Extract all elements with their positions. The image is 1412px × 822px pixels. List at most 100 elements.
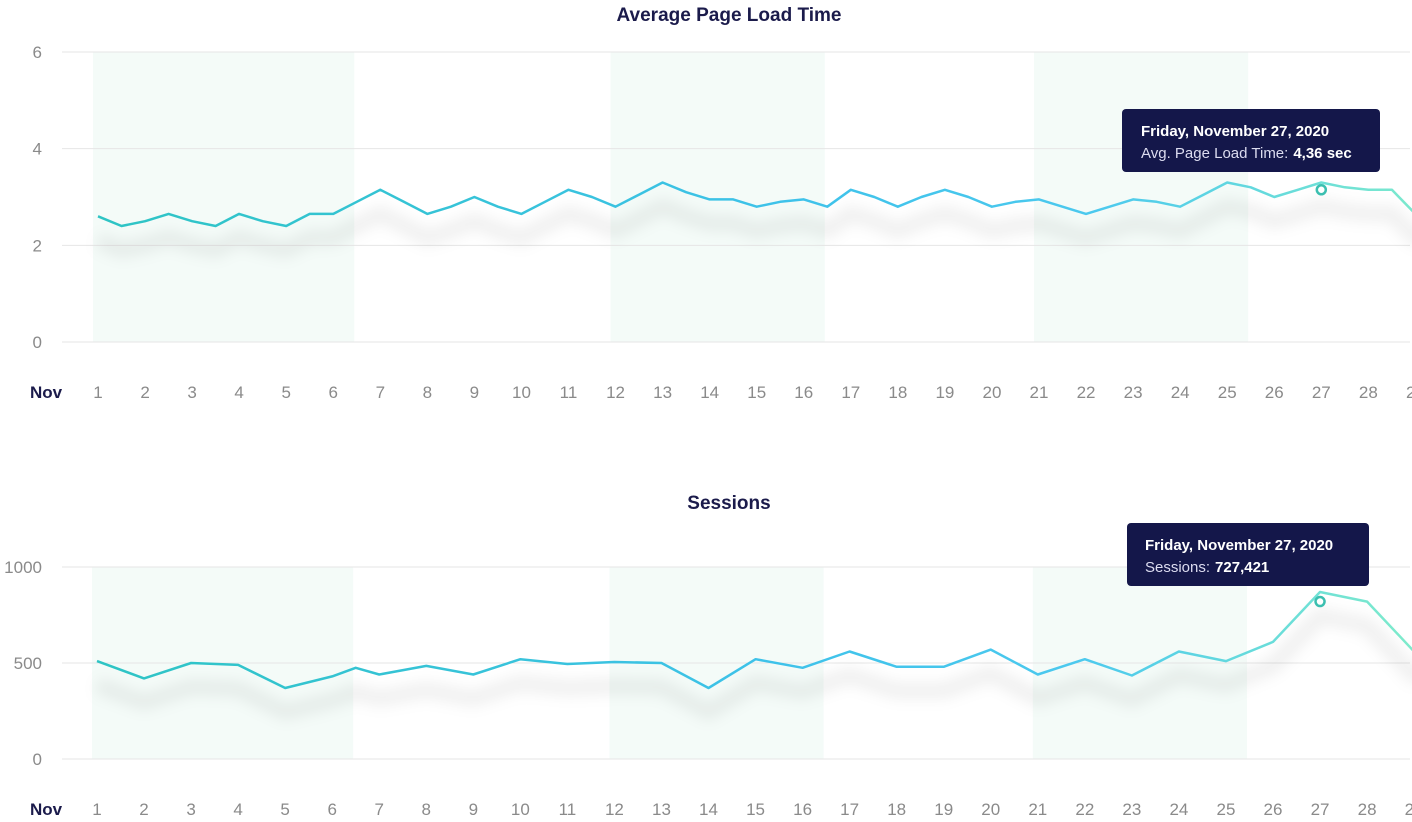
x-tick-label: 25 <box>1216 800 1235 819</box>
x-tick-label: 22 <box>1075 800 1094 819</box>
x-tick-label: 10 <box>512 383 531 402</box>
y-tick-label: 0 <box>33 333 42 352</box>
x-tick-label: 12 <box>605 800 624 819</box>
week-bands <box>93 52 1249 342</box>
x-tick-label: 14 <box>700 383 719 402</box>
x-tick-label: 23 <box>1124 383 1143 402</box>
series-path[interactable] <box>97 181 1412 228</box>
tooltip-box <box>1122 109 1380 172</box>
week-band <box>93 52 355 342</box>
series-shadow <box>94 197 1412 259</box>
y-tick-label: 500 <box>14 654 42 673</box>
week-band <box>1034 52 1249 342</box>
x-tick-label: 1 <box>92 800 101 819</box>
x-tick-label: 27 <box>1311 800 1330 819</box>
x-tick-label: 14 <box>699 800 718 819</box>
x-tick-label: 19 <box>934 800 953 819</box>
x-tick-label: 13 <box>653 383 672 402</box>
x-tick-label: 8 <box>423 383 432 402</box>
x-tick-label: 28 <box>1359 383 1378 402</box>
tooltip-value: 4,36 sec <box>1293 145 1351 162</box>
series-line[interactable] <box>94 590 1412 722</box>
x-tick-label: 2 <box>140 383 149 402</box>
x-tick-label: 17 <box>841 383 860 402</box>
tooltip-date: Friday, November 27, 2020 <box>1145 537 1333 554</box>
series-path[interactable] <box>96 590 1412 690</box>
series-shadow <box>94 607 1412 722</box>
x-tick-label: 18 <box>888 383 907 402</box>
x-tick-label: 11 <box>560 383 578 402</box>
x-tick-label: 15 <box>746 800 765 819</box>
x-tick-label: 17 <box>840 800 859 819</box>
x-tick-label: 24 <box>1169 800 1188 819</box>
chart-title: Sessions <box>687 493 770 514</box>
y-tick-label: 2 <box>33 236 42 255</box>
y-tick-label: 1000 <box>4 558 42 577</box>
x-axis-ticks: 1 2 3 4 5 6 7 8 9 10 11 12 13 14 15 16 17 18 19 20 21 22 23 24 2… <box>92 800 1412 819</box>
x-tick-label: 29 <box>1405 800 1412 819</box>
x-tick-label: 5 <box>281 383 290 402</box>
tooltip-text: Sessions: 727,421 <box>1145 559 1269 576</box>
x-tick-label: 4 <box>233 800 242 819</box>
x-tick-label: 28 <box>1358 800 1377 819</box>
x-tick-label: 13 <box>652 800 671 819</box>
x-tick-label: 1 <box>93 383 102 402</box>
y-tick-label: 4 <box>33 140 42 159</box>
x-tick-label: 19 <box>935 383 954 402</box>
x-tick-label: 26 <box>1264 800 1283 819</box>
series-line[interactable] <box>94 181 1412 259</box>
x-tick-label: 12 <box>606 383 625 402</box>
x-tick-label: 24 <box>1171 383 1190 402</box>
tooltip-date: Friday, November 27, 2020 <box>1141 123 1329 140</box>
tooltip: Friday, November 27, 2020 Sessions: 727,4… <box>1127 523 1369 586</box>
y-axis-ticks: 0 500 1000 <box>4 558 42 769</box>
x-tick-label: 21 <box>1028 800 1047 819</box>
y-tick-label: 0 <box>33 750 42 769</box>
x-tick-label: 7 <box>375 800 384 819</box>
tooltip-box <box>1127 523 1369 586</box>
tooltip-label: Sessions: <box>1145 559 1210 576</box>
hover-marker[interactable] <box>1315 184 1328 196</box>
chart-title: Average Page Load Time <box>617 5 842 26</box>
x-tick-label: 16 <box>794 383 813 402</box>
tooltip: Friday, November 27, 2020 Avg. Page Load… <box>1122 109 1380 172</box>
x-tick-label: 8 <box>422 800 431 819</box>
x-tick-label: 20 <box>982 383 1001 402</box>
x-tick-label: 9 <box>470 383 479 402</box>
x-tick-label: 23 <box>1122 800 1141 819</box>
tooltip-value: 727,421 <box>1215 559 1269 576</box>
x-tick-label: 11 <box>559 800 577 819</box>
x-tick-label: 7 <box>376 383 385 402</box>
x-tick-label: 25 <box>1218 383 1237 402</box>
x-tick-label: 6 <box>327 800 336 819</box>
x-tick-label: 6 <box>329 383 338 402</box>
tooltip-text: Avg. Page Load Time: 4,36 sec <box>1141 145 1352 162</box>
x-axis-month-label: Nov <box>30 383 63 402</box>
x-tick-label: 18 <box>887 800 906 819</box>
x-tick-label: 3 <box>187 383 196 402</box>
x-tick-label: 26 <box>1265 383 1284 402</box>
y-tick-label: 6 <box>33 43 42 62</box>
x-tick-label: 15 <box>747 383 766 402</box>
x-tick-label: 9 <box>469 800 478 819</box>
tooltip-label: Avg. Page Load Time: <box>1141 145 1288 162</box>
week-band <box>610 52 825 342</box>
x-tick-label: 29 <box>1406 383 1412 402</box>
x-tick-label: 22 <box>1077 383 1096 402</box>
y-axis-ticks: 0 2 4 6 <box>33 43 42 352</box>
x-tick-label: 21 <box>1030 383 1049 402</box>
x-tick-label: 3 <box>186 800 195 819</box>
x-tick-label: 20 <box>981 800 1000 819</box>
x-axis-ticks: 1 2 3 4 5 6 7 8 9 10 11 12 13 14 15 16 17 18 19 20 21 22 23 24 2… <box>93 383 1412 402</box>
x-tick-label: 10 <box>511 800 530 819</box>
x-tick-label: 27 <box>1312 383 1331 402</box>
x-tick-label: 2 <box>139 800 148 819</box>
x-axis-month-label: Nov <box>30 800 63 819</box>
x-tick-label: 4 <box>234 383 243 402</box>
x-tick-label: 16 <box>793 800 812 819</box>
x-tick-label: 5 <box>280 800 289 819</box>
hover-marker[interactable] <box>1314 595 1326 608</box>
